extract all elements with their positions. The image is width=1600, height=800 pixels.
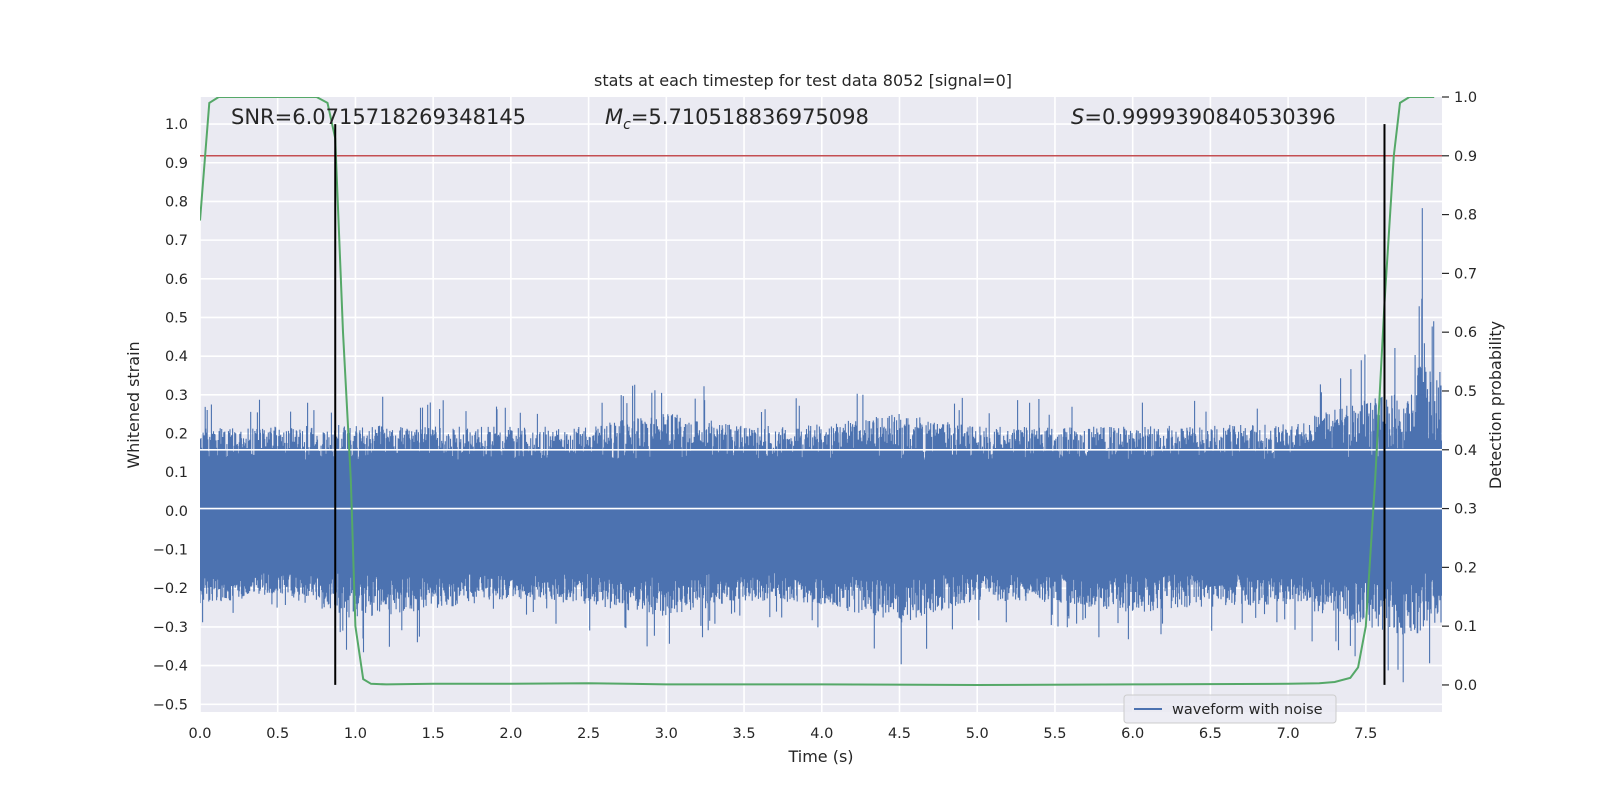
waveform-trace [200, 208, 1442, 683]
y2-tick-label: 0.8 [1454, 208, 1477, 224]
s-annotation: S=0.9999390840530396 [1071, 105, 1336, 129]
x-tick-label: 1.0 [344, 726, 367, 742]
y-tick-label: 1.0 [165, 117, 188, 133]
x-tick-label: 7.0 [1277, 726, 1300, 742]
probability-line [200, 97, 1435, 687]
y2-tick-label: 0.2 [1454, 560, 1477, 576]
y-tick-label: −0.5 [153, 697, 188, 713]
snr-annotation: SNR=6.0715718269348145 [231, 105, 526, 129]
y2-axis-label: Detection probability [1486, 321, 1505, 489]
y2-tick-label: 0.9 [1454, 149, 1477, 165]
y-axis-label: Whitened strain [124, 341, 143, 468]
y2-tick-label: 1.0 [1454, 90, 1477, 106]
y-tick-label: 0.7 [165, 233, 188, 249]
y2-tick-label: 0.0 [1454, 678, 1477, 694]
x-tick-label: 3.0 [655, 726, 678, 742]
x-tick-label: 3.5 [733, 726, 756, 742]
x-tick-label: 4.5 [888, 726, 911, 742]
x-tick-label: 5.5 [1043, 726, 1066, 742]
y-tick-label: −0.3 [153, 620, 188, 636]
y-tick-label: −0.2 [153, 581, 188, 597]
y-tick-label: −0.1 [153, 543, 188, 559]
y-tick-label: 0.6 [165, 272, 188, 288]
chirp-mass-symbol: M [605, 105, 623, 129]
x-tick-label: 0.0 [188, 726, 211, 742]
x-tick-label: 2.0 [499, 726, 522, 742]
y-tick-label: 0.5 [165, 310, 188, 326]
y2-tick-label: 0.5 [1454, 384, 1477, 400]
x-tick-label: 6.0 [1121, 726, 1144, 742]
x-tick-label: 4.0 [810, 726, 833, 742]
legend-label-waveform: waveform with noise [1172, 702, 1323, 718]
y-tick-label: 0.2 [165, 427, 188, 443]
x-axis-label: Time (s) [787, 747, 853, 766]
y2-tick-label: 0.4 [1454, 443, 1477, 459]
chirp-mass-value: =5.710518836975098 [631, 105, 869, 129]
y2-tick-label: 0.1 [1454, 619, 1477, 635]
x-tick-label: 2.5 [577, 726, 600, 742]
x-tick-label: 0.5 [266, 726, 289, 742]
waveform-series [200, 208, 1442, 683]
x-tick-label: 7.5 [1354, 726, 1377, 742]
s-symbol: S [1071, 105, 1084, 129]
y-tick-label: 0.3 [165, 388, 188, 404]
chirp-mass-annotation: Mc=5.710518836975098 [605, 105, 869, 133]
y2-tick-label: 0.3 [1454, 502, 1477, 518]
y-tick-label: 0.8 [165, 194, 188, 210]
y2-axis-ticks: 0.0 0.1 0.2 0.3 0.4 0.5 0.6 0.7 0.8 0.9 1.0 [1442, 90, 1477, 694]
detection-markers [334, 124, 1386, 685]
chirp-mass-subscript: c [623, 117, 631, 133]
chart-title: stats at each timestep for test data 805… [594, 71, 1012, 90]
x-axis-ticks: 0.0 0.5 1.0 1.5 2.0 2.5 3.0 3.5 4.0 4.5 5.0 5.5 6.0 6… [188, 726, 1377, 742]
y-tick-label: 0.1 [165, 465, 188, 481]
x-tick-label: 5.0 [966, 726, 989, 742]
x-tick-label: 6.5 [1199, 726, 1222, 742]
y-axis-ticks: −0.5 −0.4 −0.3 −0.2 −0.1 0.0 0.1 0.2 0.3 0.4 0.5 0.… [153, 117, 188, 713]
y2-tick-label: 0.7 [1454, 266, 1477, 282]
y2-tick-label: 0.6 [1454, 325, 1477, 341]
legend-box [1123, 694, 1337, 724]
y-tick-label: 0.4 [165, 349, 188, 365]
x-tick-label: 1.5 [422, 726, 445, 742]
y-tick-label: 0.9 [165, 156, 188, 172]
legend: waveform with noise [1123, 694, 1337, 724]
probability-series [200, 97, 1435, 687]
y-tick-label: 0.0 [165, 504, 188, 520]
overlay-grid-lines [200, 448, 1442, 510]
s-value: =0.9999390840530396 [1084, 105, 1335, 129]
y-tick-label: −0.4 [153, 659, 188, 675]
